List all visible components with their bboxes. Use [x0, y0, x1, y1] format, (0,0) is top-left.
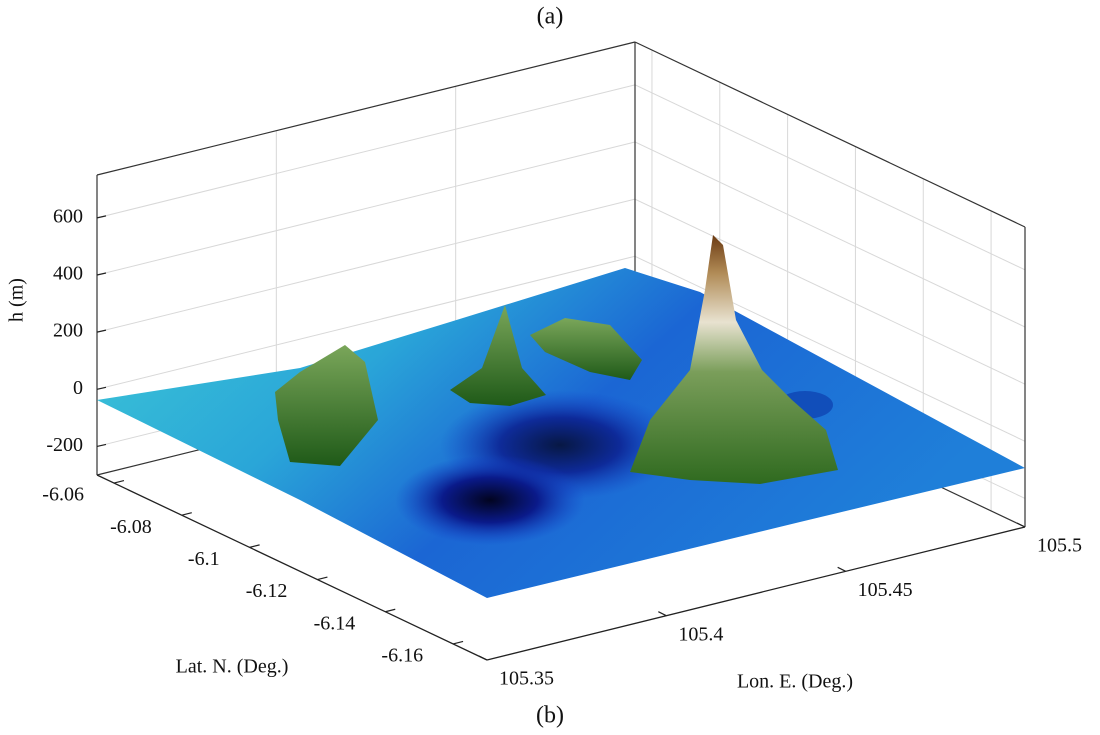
z-tick	[97, 387, 106, 389]
panel-label: (a)	[537, 4, 564, 30]
lat-tick	[114, 481, 124, 484]
z-tick	[97, 216, 106, 218]
grid-line	[635, 85, 1025, 270]
lon-tick	[1017, 523, 1025, 527]
lon-tick-label: 105.35	[499, 668, 554, 690]
lat-tick-label: -6.08	[110, 516, 152, 538]
lat-tick	[317, 577, 327, 580]
lon-tick	[838, 567, 846, 571]
lat-tick	[453, 641, 463, 644]
lon-tick-label: 105.4	[678, 623, 723, 645]
lon-tick-label: 105.45	[858, 579, 913, 601]
chart: (a) (b) -200 0 200 400 600 -6.06 -6.08 -6.1 -6.1…	[0, 0, 1100, 735]
grid-line	[97, 85, 635, 218]
panel-caption: (b)	[536, 703, 564, 729]
z-tick-label: 600	[53, 205, 83, 227]
lat-tick-label: -6.06	[42, 484, 84, 506]
box-edge	[635, 42, 1025, 227]
lat-tick	[385, 609, 395, 612]
lat-tick-label: -6.12	[246, 580, 288, 602]
lon-tick	[658, 612, 666, 616]
z-tick	[97, 273, 106, 275]
lon-tick-label: 105.5	[1037, 535, 1082, 557]
z-tick	[97, 330, 106, 332]
z-tick-label: 400	[53, 263, 83, 285]
z-tick-label: -200	[46, 434, 83, 456]
lon-tick	[479, 656, 487, 660]
surface	[97, 235, 1025, 598]
lat-axis-label: Lat. N. (Deg.)	[176, 656, 289, 678]
z-tick-label: 200	[53, 320, 83, 342]
grid-line	[97, 142, 635, 275]
lat-tick	[250, 545, 260, 548]
box-edge	[97, 42, 635, 175]
lat-tick	[182, 513, 192, 516]
lat-tick-label: -6.14	[314, 612, 356, 634]
basin	[395, 455, 585, 545]
lat-tick-label: -6.1	[188, 548, 220, 570]
z-tick	[97, 444, 106, 446]
z-tick-label: 0	[73, 377, 83, 399]
lat-tick-label: -6.16	[381, 645, 423, 667]
lon-axis-label: Lon. E. (Deg.)	[737, 671, 853, 693]
z-axis-label: h (m)	[6, 278, 28, 322]
